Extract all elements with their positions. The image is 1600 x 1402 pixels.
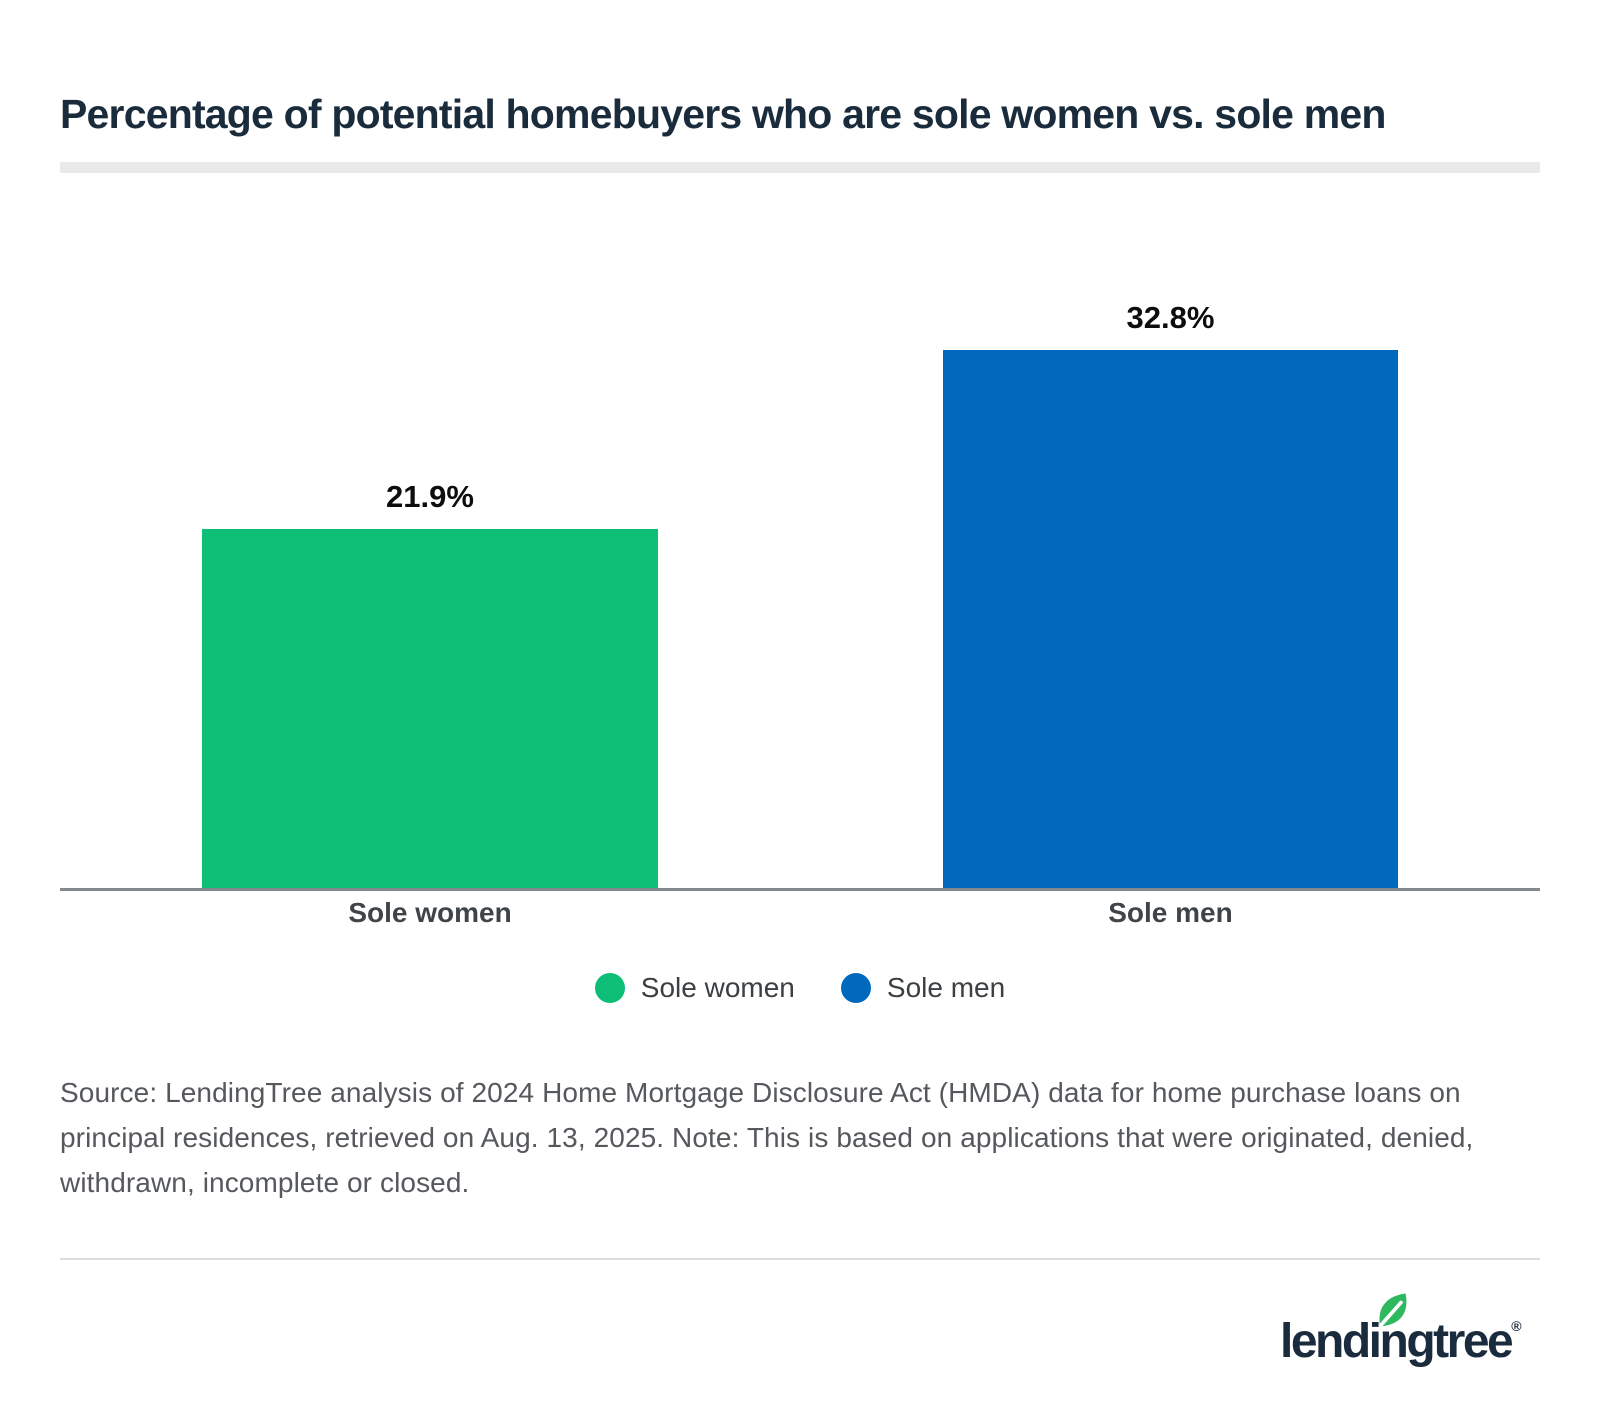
legend-dot-sole-men-icon — [840, 973, 871, 1003]
x-axis-label-sole-women: Sole women — [348, 897, 512, 928]
x-axis-line — [60, 888, 1540, 891]
bar-value-label-sole-women: 21.9% — [386, 479, 474, 514]
legend-item-sole-women: Sole women — [594, 972, 795, 1004]
source-note: Source: LendingTree analysis of 2024 Hom… — [60, 1077, 1474, 1198]
legend-label-sole-men: Sole men — [886, 972, 1006, 1003]
x-axis-label-sole-men: Sole men — [1108, 897, 1233, 928]
logo-wordmark: lendingtree® — [1280, 1314, 1522, 1369]
footer-divider — [60, 1258, 1540, 1260]
bar-value-label-sole-men: 32.8% — [1126, 300, 1215, 335]
registered-trademark-symbol: ® — [1511, 1318, 1522, 1334]
title-underline — [60, 162, 1540, 173]
bar-sole-women — [202, 529, 658, 888]
bar-sole-men — [943, 350, 1398, 888]
bar-column-sole-women: 21.9% — [202, 0, 658, 888]
legend: Sole women Sole men — [0, 972, 1600, 1004]
lendingtree-logo: lendingtree® — [1280, 1290, 1560, 1385]
leaf-icon — [1379, 1293, 1407, 1327]
legend-item-sole-men: Sole men — [840, 972, 1006, 1004]
legend-label-sole-women: Sole women — [640, 972, 795, 1003]
bar-chart-plot: 21.9% 32.8% Sole women Sole men — [60, 0, 1540, 928]
legend-dot-sole-women-icon — [594, 973, 625, 1003]
bar-column-sole-men: 32.8% — [943, 0, 1398, 888]
logo-wordmark-text: lendingtree — [1280, 1315, 1514, 1368]
chart-title: Percentage of potential homebuyers who a… — [60, 91, 1386, 137]
